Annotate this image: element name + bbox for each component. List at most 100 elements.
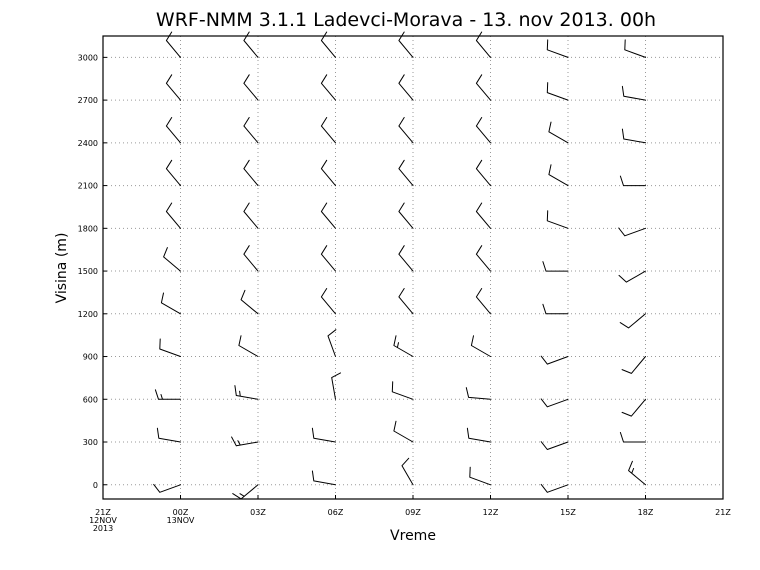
wind-barb [320, 74, 336, 101]
wind-barbs [153, 31, 646, 500]
wind-barb [542, 303, 569, 315]
wind-barb [624, 39, 646, 58]
wind-barb [619, 175, 646, 187]
wind-barb [160, 292, 181, 315]
wind-barb [320, 31, 336, 58]
wind-barb [475, 245, 491, 272]
wind-barb [320, 159, 336, 187]
wind-barb [320, 202, 336, 229]
wind-barb [628, 460, 646, 486]
wind-barb [398, 245, 414, 272]
wind-barb [165, 31, 181, 58]
x-tick-label: 00Z [173, 508, 189, 517]
wind-barb [618, 270, 646, 283]
wind-barb [466, 427, 491, 443]
wind-barb [165, 74, 181, 101]
wind-barb [311, 470, 336, 486]
wind-barb [540, 441, 569, 450]
wind-barb [546, 82, 569, 101]
wind-barb [621, 356, 646, 374]
wind-barb [163, 247, 181, 272]
wind-barb [232, 484, 259, 500]
y-tick-label: 1800 [78, 224, 98, 233]
x-tick-label: 06Z [328, 508, 344, 517]
x-tick-sublabel: 2013 [93, 524, 113, 533]
wind-barb [159, 338, 181, 357]
wind-barb [619, 313, 646, 329]
wind-barb [393, 335, 414, 357]
y-tick-label: 900 [83, 353, 98, 362]
wind-barb [540, 355, 569, 365]
wind-barb [398, 202, 414, 229]
wind-barb [331, 372, 341, 400]
y-tick-label: 1200 [78, 310, 98, 319]
y-tick-label: 600 [83, 395, 98, 404]
wind-barb [327, 329, 337, 357]
wind-barb [465, 387, 491, 400]
wind-barb [546, 39, 569, 58]
y-tick-label: 300 [83, 438, 98, 447]
wind-barb [540, 398, 569, 408]
chart-title: WRF-NMM 3.1.1 Ladevci-Morava - 13. nov 2… [156, 9, 656, 31]
wind-barb [320, 288, 336, 315]
y-tick-label: 2400 [78, 139, 98, 148]
y-axis-label: Visina (m) [54, 233, 70, 304]
wind-barb [475, 159, 491, 187]
wind-barb [398, 74, 414, 101]
wind-barb [243, 245, 259, 272]
y-axis: 0 300 600 900 1200 1500 1800 2100 2400 2700 3000 [78, 53, 107, 490]
wind-barb [469, 466, 491, 486]
wind-barb [475, 74, 491, 101]
y-tick-label: 3000 [78, 53, 98, 62]
wind-barb [548, 164, 569, 187]
x-tick-label: 21Z [715, 508, 731, 517]
wind-barb [618, 227, 646, 237]
wind-barb [243, 159, 259, 187]
wind-barb [154, 389, 181, 400]
wind-barb [391, 381, 414, 400]
wind-barb [156, 427, 181, 443]
wind-barb [619, 432, 646, 443]
y-tick-label: 1500 [78, 267, 98, 276]
wind-barb [165, 117, 181, 144]
wind-barb [398, 117, 414, 144]
wind-barb [234, 385, 259, 400]
wind-barb [475, 31, 491, 58]
wind-barb [542, 261, 569, 272]
wind-barb [546, 210, 569, 229]
wind-barb [320, 117, 336, 144]
wind-barb [153, 483, 181, 493]
x-tick-label: 18Z [638, 508, 654, 517]
wind-barb [240, 289, 259, 315]
wind-barb [475, 117, 491, 144]
wind-barb [621, 128, 646, 144]
wind-barb [621, 398, 646, 417]
x-tick-label: 09Z [405, 508, 421, 517]
wind-barb [311, 427, 336, 443]
wind-barb [238, 335, 259, 357]
wind-barb [621, 85, 646, 101]
x-axis-label: Vreme [390, 528, 436, 544]
wind-barb [548, 121, 569, 144]
wind-barb [243, 117, 259, 144]
wind-barb [475, 202, 491, 229]
y-tick-label: 2100 [78, 182, 98, 191]
x-tick-label: 21Z [95, 508, 111, 517]
wind-barb [165, 159, 181, 187]
wind-barb [540, 483, 569, 493]
x-tick-sublabel: 12NOV [89, 516, 117, 525]
x-tick-label: 15Z [560, 508, 576, 517]
wind-barb [398, 31, 414, 58]
wind-barb [231, 436, 259, 447]
wind-barb [243, 74, 259, 101]
x-tick-label: 12Z [483, 508, 499, 517]
wind-barb [398, 159, 414, 187]
wind-barb [398, 288, 414, 315]
wind-barb [475, 288, 491, 315]
wind-barb [243, 31, 259, 58]
wind-barb [393, 420, 414, 443]
y-tick-label: 0 [93, 481, 98, 490]
wind-barb [165, 202, 181, 229]
x-tick-sublabel: 13NOV [167, 516, 195, 525]
